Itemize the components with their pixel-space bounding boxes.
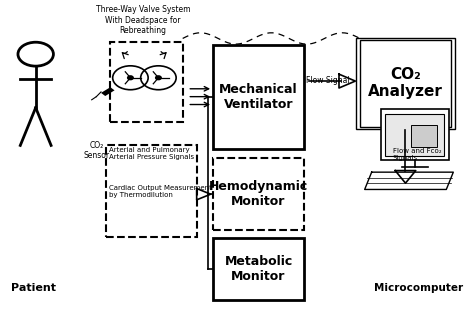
Text: Cardiac Output Measurement
by Thermodilution: Cardiac Output Measurement by Thermodilu… [109,185,212,198]
Text: Patient: Patient [11,283,56,293]
Polygon shape [101,87,115,96]
Bar [381,109,449,160]
Circle shape [128,76,133,80]
Bar [360,40,451,126]
Text: Arterial and Pulmonary
Arterial Pressure Signals: Arterial and Pulmonary Arterial Pressure… [109,147,194,160]
Text: Three-Way Valve System
With Deadspace for
Rebreathing: Three-Way Valve System With Deadspace fo… [96,5,190,35]
Text: Flow Signal: Flow Signal [306,76,350,85]
Bar [356,38,455,129]
Bar [106,145,197,237]
Text: Hemodynamic
Monitor: Hemodynamic Monitor [209,180,308,208]
Text: Flow and Fco₂
Signals: Flow and Fco₂ Signals [392,148,441,161]
Bar [411,125,437,147]
Bar [385,114,445,156]
Bar [110,42,182,122]
Text: CO₂
Analyzer: CO₂ Analyzer [368,67,443,100]
Text: Microcomputer: Microcomputer [374,283,463,293]
Bar [213,45,304,149]
Bar [213,158,304,230]
Circle shape [155,76,161,80]
Text: Mechanical
Ventilator: Mechanical Ventilator [219,83,298,111]
Text: Metabolic
Monitor: Metabolic Monitor [224,255,292,283]
Text: CO₂
Sensor: CO₂ Sensor [83,141,109,160]
Bar [213,238,304,300]
